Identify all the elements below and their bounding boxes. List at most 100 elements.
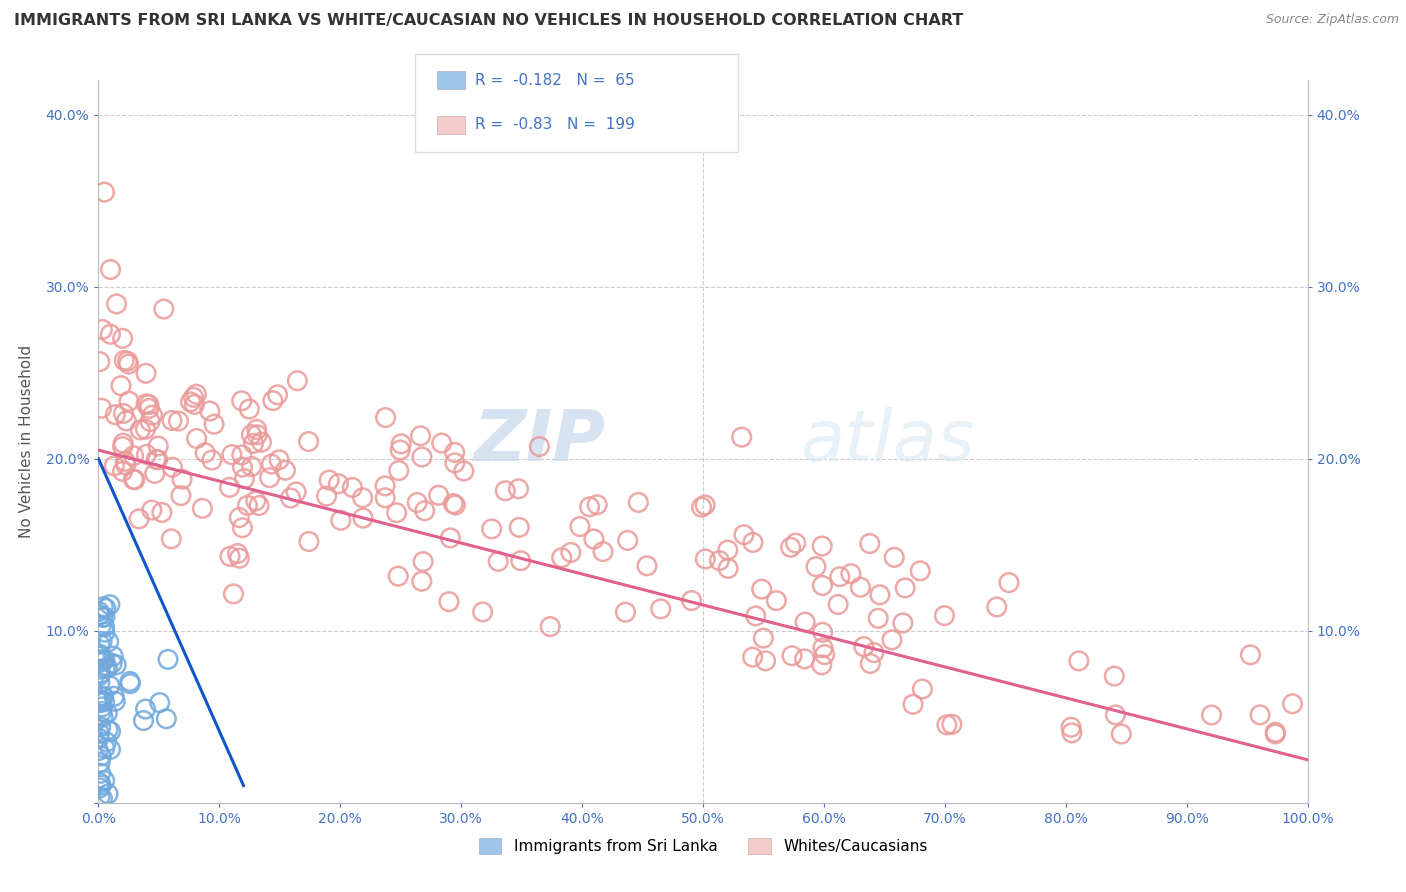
Point xyxy=(90,693,112,707)
Point xyxy=(444,498,467,512)
Point xyxy=(411,450,433,464)
Y-axis label: No Vehicles in Household: No Vehicles in Household xyxy=(20,345,34,538)
Point xyxy=(529,440,551,454)
Point xyxy=(586,498,609,512)
Point xyxy=(560,545,582,559)
Point xyxy=(752,631,775,645)
Point xyxy=(231,448,253,462)
Point xyxy=(742,535,765,549)
Point xyxy=(298,534,321,549)
Point xyxy=(250,435,273,450)
Point xyxy=(1111,727,1133,741)
Point xyxy=(508,520,530,534)
Point xyxy=(97,723,120,737)
Point xyxy=(616,533,638,548)
Point xyxy=(89,647,111,661)
Point xyxy=(453,464,475,478)
Point xyxy=(231,521,253,535)
Point xyxy=(132,714,155,728)
Point xyxy=(1281,697,1303,711)
Point xyxy=(104,408,127,422)
Point xyxy=(755,654,778,668)
Point xyxy=(650,602,672,616)
Point xyxy=(103,690,125,704)
Point xyxy=(1249,707,1271,722)
Point xyxy=(112,406,135,420)
Point xyxy=(129,423,152,437)
Point xyxy=(811,578,834,592)
Point xyxy=(93,695,115,709)
Point xyxy=(156,652,179,666)
Point xyxy=(91,690,114,704)
Point xyxy=(90,666,112,681)
Point xyxy=(430,436,453,450)
Point xyxy=(91,791,114,805)
Point xyxy=(101,649,124,664)
Point xyxy=(115,414,138,428)
Point xyxy=(170,489,193,503)
Point xyxy=(91,610,114,624)
Point xyxy=(91,710,114,724)
Point xyxy=(105,297,128,311)
Point xyxy=(231,393,253,408)
Point xyxy=(118,357,141,371)
Point xyxy=(443,445,465,459)
Point xyxy=(908,564,931,578)
Point xyxy=(751,582,773,596)
Point xyxy=(693,498,716,512)
Point xyxy=(170,472,193,486)
Point xyxy=(228,510,250,524)
Point xyxy=(481,522,503,536)
Point xyxy=(690,500,713,515)
Point xyxy=(785,536,807,550)
Point xyxy=(89,607,111,622)
Point xyxy=(89,775,111,789)
Point xyxy=(246,422,269,436)
Point xyxy=(1264,725,1286,739)
Point xyxy=(112,436,135,450)
Point xyxy=(111,440,134,454)
Point xyxy=(91,322,114,336)
Point xyxy=(202,417,225,432)
Point xyxy=(186,432,208,446)
Point xyxy=(1201,708,1223,723)
Text: R =  -0.83   N =  199: R = -0.83 N = 199 xyxy=(475,118,636,132)
Point xyxy=(1060,726,1083,740)
Point xyxy=(135,702,157,716)
Point xyxy=(262,393,284,408)
Point xyxy=(869,588,891,602)
Point xyxy=(93,741,115,756)
Point xyxy=(89,675,111,690)
Point xyxy=(90,778,112,792)
Point xyxy=(717,561,740,575)
Point xyxy=(94,652,117,666)
Point xyxy=(89,669,111,683)
Point xyxy=(90,705,112,719)
Point xyxy=(412,555,434,569)
Point xyxy=(413,504,436,518)
Point xyxy=(87,744,110,758)
Legend: Immigrants from Sri Lanka, Whites/Caucasians: Immigrants from Sri Lanka, Whites/Caucas… xyxy=(472,832,934,860)
Point xyxy=(745,609,768,624)
Point xyxy=(231,460,253,475)
Point xyxy=(228,551,250,566)
Point xyxy=(96,706,118,721)
Point xyxy=(681,593,703,607)
Point xyxy=(439,531,461,545)
Point xyxy=(794,615,817,629)
Point xyxy=(509,554,531,568)
Point xyxy=(91,699,114,714)
Point xyxy=(118,394,141,409)
Point xyxy=(186,387,208,401)
Point xyxy=(260,457,283,471)
Point xyxy=(1104,669,1126,683)
Text: ZIP: ZIP xyxy=(474,407,606,476)
Point xyxy=(352,491,374,505)
Point xyxy=(240,427,263,442)
Point xyxy=(582,532,605,546)
Point xyxy=(114,454,136,468)
Point xyxy=(93,185,115,199)
Point xyxy=(709,553,731,567)
Point xyxy=(901,698,924,712)
Text: R =  -0.182   N =  65: R = -0.182 N = 65 xyxy=(475,73,636,87)
